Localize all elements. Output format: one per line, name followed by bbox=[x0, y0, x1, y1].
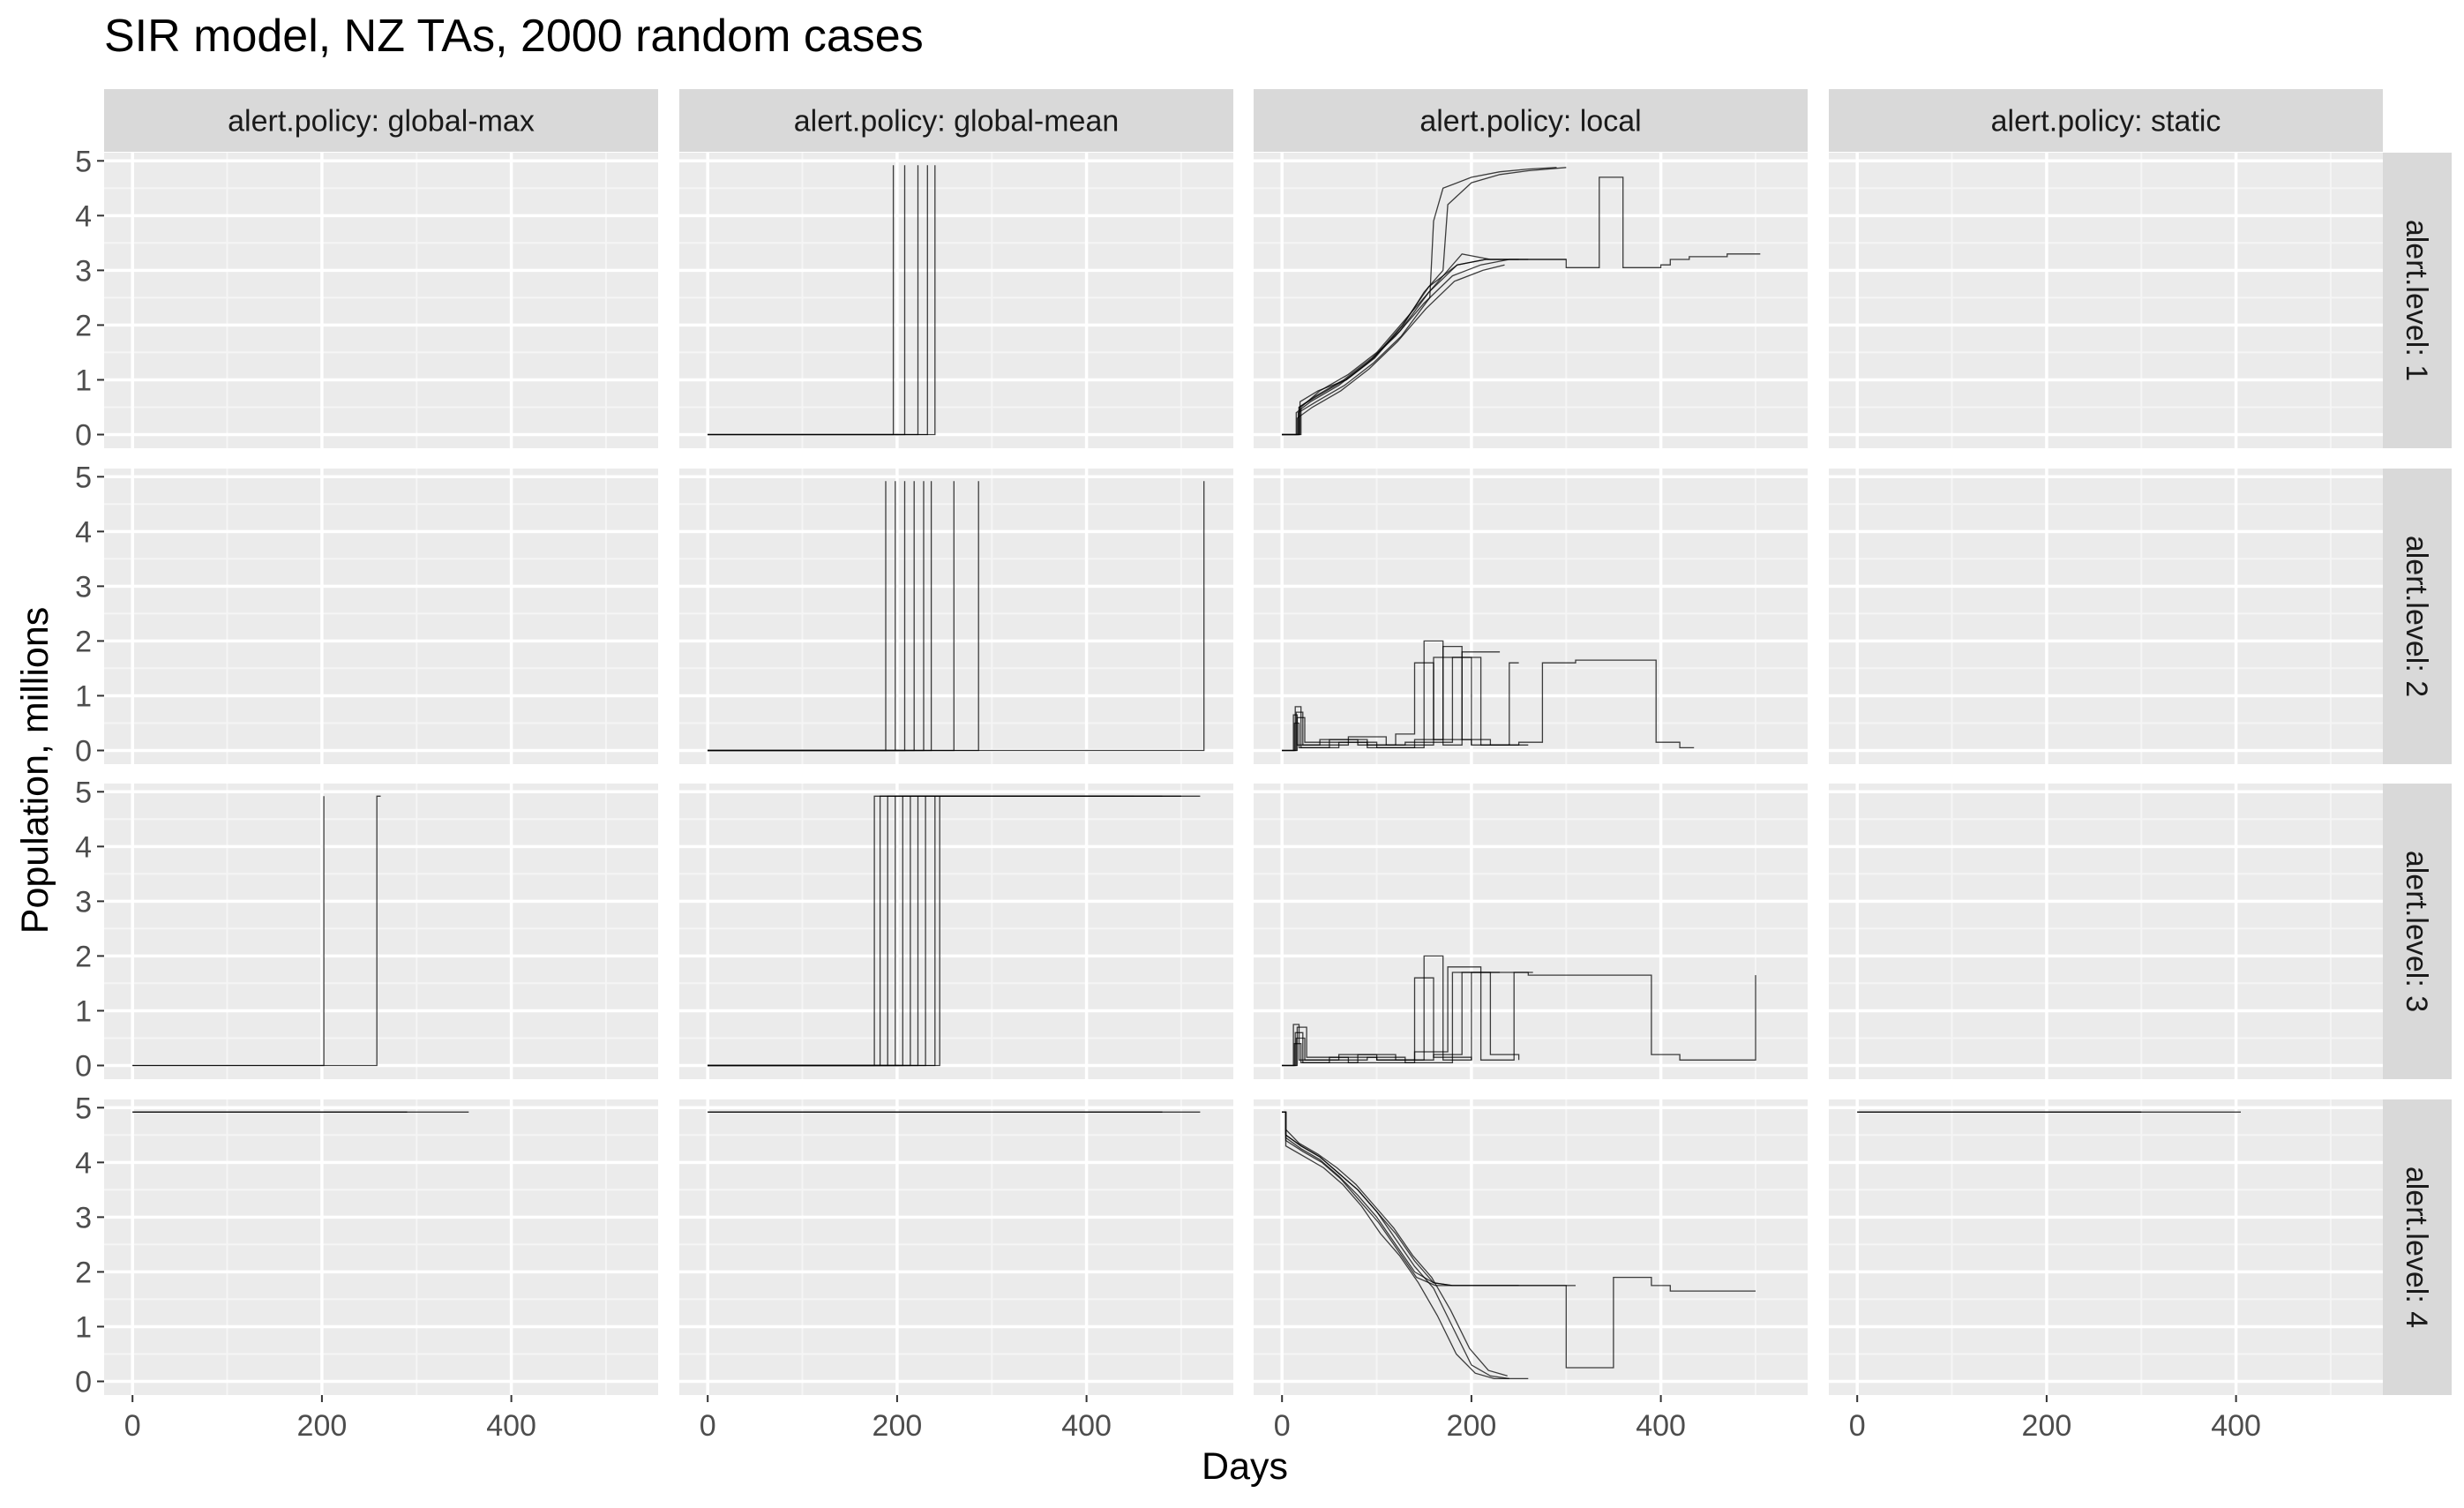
series-line-r1-c3-3 bbox=[1282, 264, 1505, 436]
y-tick-label: 2 bbox=[75, 940, 92, 973]
x-tick-label: 200 bbox=[873, 1409, 923, 1443]
panel-bg-r4-c3 bbox=[1254, 1099, 1808, 1395]
y-tick-label: 2 bbox=[75, 309, 92, 342]
series-line-r4-c3-4 bbox=[1282, 1111, 1529, 1380]
x-tick-label: 400 bbox=[486, 1409, 536, 1443]
y-tick-label: 4 bbox=[75, 199, 92, 233]
row-strip-label: alert.level: 2 bbox=[2400, 536, 2433, 697]
panel-bg-r1-c1 bbox=[104, 153, 658, 448]
y-axis-title: Population, millions bbox=[14, 607, 56, 934]
y-tick-label: 5 bbox=[75, 145, 92, 178]
y-tick-label: 0 bbox=[75, 418, 92, 452]
series-line-r3-c1-2 bbox=[132, 795, 381, 1067]
panel-bg-r2-c1 bbox=[104, 469, 658, 764]
x-tick-label: 0 bbox=[700, 1409, 716, 1443]
x-tick-label: 400 bbox=[2211, 1409, 2261, 1443]
x-tick-label: 200 bbox=[297, 1409, 348, 1443]
panel-bg-r3-c4 bbox=[1829, 784, 2383, 1079]
row-strip-2 bbox=[2383, 469, 2452, 764]
series-line-r2-c3-5 bbox=[1282, 645, 1529, 752]
panel-bg-r1-c2 bbox=[679, 153, 1233, 448]
y-tick-label: 2 bbox=[75, 1256, 92, 1289]
y-tick-label: 3 bbox=[75, 254, 92, 288]
facet-panels: alert.policy: global-max alert.policy: gl… bbox=[75, 89, 2452, 1443]
series-line-r3-c2-10 bbox=[708, 795, 1011, 1067]
series-line-r3-c3-5 bbox=[1282, 966, 1533, 1067]
row-strip-label: alert.level: 3 bbox=[2400, 851, 2433, 1012]
panel-bg-r1-c3 bbox=[1254, 153, 1808, 448]
x-tick-label: 0 bbox=[1849, 1409, 1866, 1443]
panel-bg-r4-c4 bbox=[1829, 1099, 2383, 1395]
series-line-r4-c3-6 bbox=[1282, 1111, 1756, 1369]
x-tick-label: 200 bbox=[2022, 1409, 2072, 1443]
y-tick-label: 3 bbox=[75, 885, 92, 919]
y-tick-label: 5 bbox=[75, 1092, 92, 1125]
panel-bg-r4-c2 bbox=[679, 1099, 1233, 1395]
panel-bg-r2-c2 bbox=[679, 469, 1233, 764]
series-line-r4-c3-3 bbox=[1282, 1111, 1508, 1377]
chart-title: SIR model, NZ TAs, 2000 random cases bbox=[104, 11, 924, 62]
col-strip-label: alert.policy: static bbox=[1991, 105, 2221, 139]
panel-bg-r3-c3 bbox=[1254, 784, 1808, 1079]
panel-bg-r4-c1 bbox=[104, 1099, 658, 1395]
x-tick-label: 200 bbox=[1447, 1409, 1497, 1443]
row-strip-label: alert.level: 4 bbox=[2400, 1167, 2433, 1328]
row-strip-1 bbox=[2383, 153, 2452, 448]
x-tick-label: 400 bbox=[1061, 1409, 1112, 1443]
col-strip-label: alert.policy: global-max bbox=[228, 105, 535, 139]
panel-bg-r2-c4 bbox=[1829, 469, 2383, 764]
series-line-r1-c3-4 bbox=[1282, 253, 1519, 436]
panel-bg-r1-c4 bbox=[1829, 153, 2383, 448]
y-tick-label: 0 bbox=[75, 1365, 92, 1399]
y-tick-label: 3 bbox=[75, 1201, 92, 1234]
y-tick-label: 0 bbox=[75, 1049, 92, 1083]
x-axis-title: Days bbox=[1202, 1445, 1288, 1488]
y-tick-label: 1 bbox=[75, 679, 92, 713]
panel-bg-r2-c3 bbox=[1254, 469, 1808, 764]
col-strip-label: alert.policy: global-mean bbox=[794, 105, 1120, 139]
y-tick-label: 2 bbox=[75, 625, 92, 658]
series-line-r1-c3-7 bbox=[1282, 176, 1761, 436]
y-tick-label: 5 bbox=[75, 776, 92, 809]
col-strip-4 bbox=[1829, 89, 2383, 152]
panel-bg-r3-c2 bbox=[679, 784, 1233, 1079]
series-line-r1-c3-5 bbox=[1282, 167, 1557, 436]
col-strip-2 bbox=[679, 89, 1233, 152]
y-tick-label: 0 bbox=[75, 734, 92, 768]
y-tick-label: 5 bbox=[75, 461, 92, 494]
row-strip-4 bbox=[2383, 1099, 2452, 1395]
y-tick-label: 4 bbox=[75, 515, 92, 549]
row-strip-label: alert.level: 1 bbox=[2400, 220, 2433, 381]
x-tick-label: 400 bbox=[1636, 1409, 1686, 1443]
series-line-r1-c2-5 bbox=[708, 165, 936, 436]
y-tick-label: 3 bbox=[75, 570, 92, 604]
series-line-r3-c3-4 bbox=[1282, 972, 1756, 1067]
y-tick-label: 4 bbox=[75, 830, 92, 864]
col-strip-label: alert.policy: local bbox=[1419, 105, 1641, 139]
y-tick-label: 4 bbox=[75, 1146, 92, 1180]
y-tick-label: 1 bbox=[75, 994, 92, 1028]
x-tick-label: 0 bbox=[1274, 1409, 1291, 1443]
panel-bg-r3-c1 bbox=[104, 784, 658, 1079]
y-tick-label: 1 bbox=[75, 364, 92, 397]
series-line-r2-c2-9 bbox=[708, 481, 1205, 752]
x-tick-label: 0 bbox=[124, 1409, 141, 1443]
col-strip-1 bbox=[104, 89, 658, 152]
col-strip-3 bbox=[1254, 89, 1808, 152]
y-tick-label: 1 bbox=[75, 1310, 92, 1344]
row-strip-3 bbox=[2383, 784, 2452, 1079]
series-line-r2-c3-4 bbox=[1282, 656, 1695, 752]
series-line-r3-c3-3 bbox=[1282, 972, 1520, 1067]
